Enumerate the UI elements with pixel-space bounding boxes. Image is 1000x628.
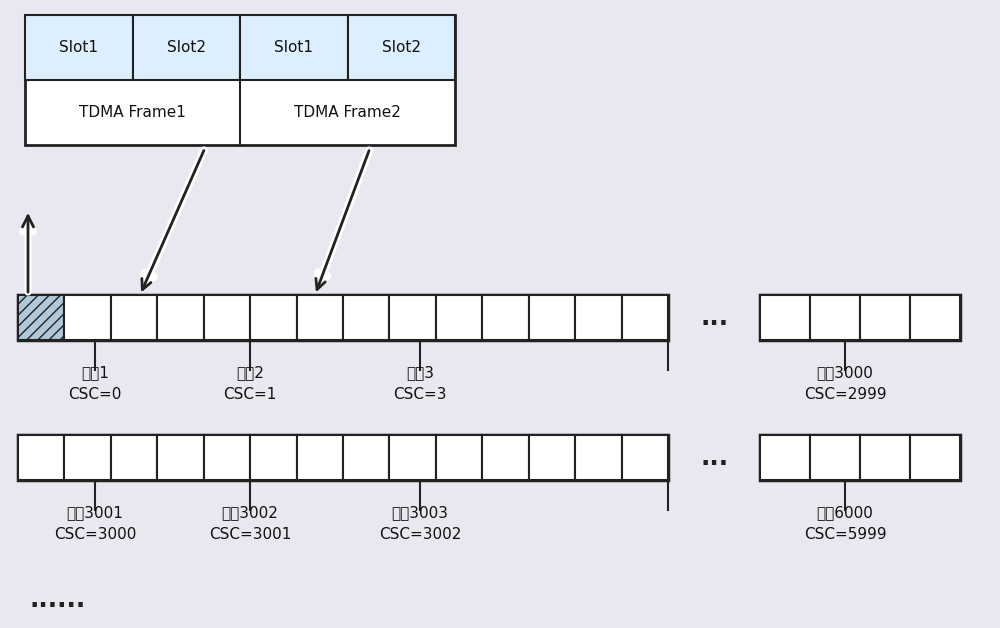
Bar xyxy=(389,435,436,480)
Bar xyxy=(157,295,204,340)
Bar xyxy=(810,435,860,480)
Bar xyxy=(157,435,204,480)
Bar xyxy=(760,435,810,480)
Text: ...: ... xyxy=(701,306,729,330)
Bar xyxy=(343,295,389,340)
Bar xyxy=(111,295,157,340)
Bar xyxy=(575,295,622,340)
Bar xyxy=(132,15,240,80)
Bar xyxy=(25,15,455,145)
Bar xyxy=(343,435,389,480)
Bar xyxy=(436,295,482,340)
Bar xyxy=(18,295,64,340)
Text: TDMA Frame2: TDMA Frame2 xyxy=(294,105,401,120)
Bar xyxy=(436,435,482,480)
Bar xyxy=(64,435,111,480)
Bar xyxy=(622,295,668,340)
Bar xyxy=(25,15,132,80)
Bar xyxy=(297,295,343,340)
Text: Slot1: Slot1 xyxy=(59,40,98,55)
Text: 复塨1
CSC=0: 复塨1 CSC=0 xyxy=(68,365,122,402)
Bar xyxy=(860,435,910,480)
Text: 复塨3003
CSC=3002: 复塨3003 CSC=3002 xyxy=(379,505,461,542)
Text: 复塨3002
CSC=3001: 复塨3002 CSC=3001 xyxy=(209,505,291,542)
Text: Slot2: Slot2 xyxy=(382,40,421,55)
Bar xyxy=(575,435,622,480)
Bar xyxy=(111,435,157,480)
Bar xyxy=(18,435,668,480)
Text: Slot1: Slot1 xyxy=(274,40,313,55)
Bar xyxy=(204,295,250,340)
Bar xyxy=(482,295,529,340)
Bar xyxy=(482,435,529,480)
Bar xyxy=(240,15,348,80)
Bar xyxy=(529,435,575,480)
Bar xyxy=(250,295,297,340)
Bar xyxy=(860,295,910,340)
Bar xyxy=(760,295,810,340)
Text: TDMA Frame1: TDMA Frame1 xyxy=(79,105,186,120)
Bar xyxy=(18,295,668,340)
Bar xyxy=(810,295,860,340)
Bar xyxy=(389,295,436,340)
Text: Slot2: Slot2 xyxy=(167,40,206,55)
Text: 复塨3
CSC=3: 复塨3 CSC=3 xyxy=(393,365,447,402)
Text: ......: ...... xyxy=(30,588,86,612)
Bar xyxy=(760,435,960,480)
Bar xyxy=(18,435,64,480)
Bar xyxy=(348,15,455,80)
Text: 复塨6000
CSC=5999: 复塨6000 CSC=5999 xyxy=(804,505,886,542)
Bar xyxy=(250,435,297,480)
Text: 复塨2
CSC=1: 复塨2 CSC=1 xyxy=(223,365,277,402)
Text: 复塨3001
CSC=3000: 复塨3001 CSC=3000 xyxy=(54,505,136,542)
Text: ...: ... xyxy=(701,446,729,470)
Text: 复塨3000
CSC=2999: 复塨3000 CSC=2999 xyxy=(804,365,886,402)
Bar xyxy=(760,295,960,340)
Bar xyxy=(204,435,250,480)
Bar xyxy=(529,295,575,340)
Bar xyxy=(64,295,111,340)
Bar xyxy=(910,295,960,340)
Bar xyxy=(910,435,960,480)
Bar xyxy=(297,435,343,480)
Bar xyxy=(622,435,668,480)
